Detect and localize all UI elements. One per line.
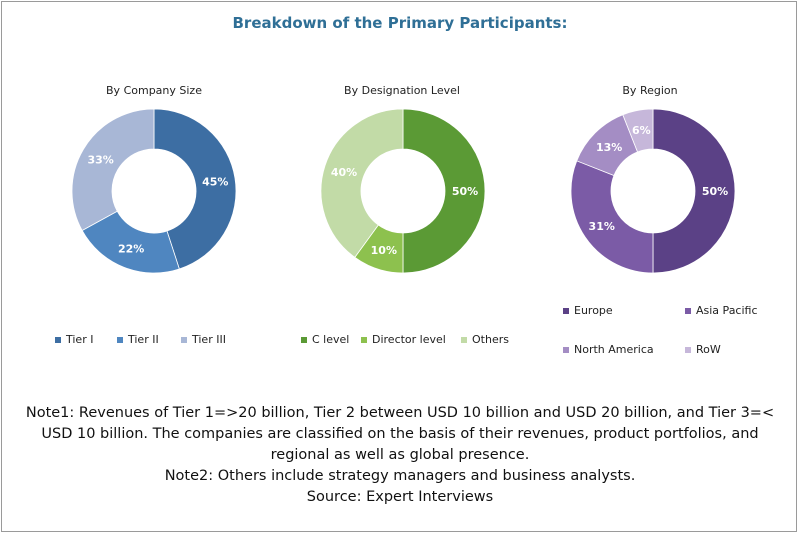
donut-chart-company-size: 45% 22% 33% [71,108,237,274]
legend-item-row: RoW [685,343,721,356]
chart-title-region: By Region [622,84,678,97]
data-label-tier-iii: 33% [87,153,113,166]
legend-item-director-level: Director level [361,333,446,346]
legend-swatch [685,346,691,353]
legend-item-north-america: North America [563,343,654,356]
slice-others [320,108,404,258]
legend-item-europe: Europe [563,304,613,317]
legend-item-others: Others [461,333,509,346]
data-label-c-level: 50% [452,185,478,198]
note-line: Note1: Revenues of Tier 1=>20 billion, T… [25,405,775,421]
legend-swatch [117,336,123,343]
legend-item-tier-i: Tier I [55,333,93,346]
slice-c-level [402,108,486,274]
data-label-north-america: 13% [596,141,622,154]
legend-swatch [181,336,187,343]
data-label-tier-i: 45% [202,175,228,188]
legend-swatch [55,336,61,343]
data-label-row: 6% [632,124,651,137]
donut-chart-region: 50% 31% 13% 6% [570,108,736,274]
data-label-asia-pacific: 31% [589,220,615,233]
legend-item-asia-pacific: Asia Pacific [685,304,758,317]
data-label-tier-ii: 22% [118,243,144,256]
legend-swatch [361,336,367,343]
chart-title-company-size: By Company Size [106,84,202,97]
legend-swatch [301,336,307,343]
slice-tier-i [153,108,237,270]
data-label-europe: 50% [702,185,728,198]
note-line: Note2: Others include strategy managers … [164,468,636,484]
source-line: Source: Expert Interviews [306,489,494,505]
legend-item-tier-ii: Tier II [117,333,159,346]
slice-tier-ii [81,210,180,274]
notes-block: Note1: Revenues of Tier 1=>20 billion, T… [20,403,780,508]
legend-swatch [461,336,467,343]
note-line: regional as well as global presence. [270,447,530,463]
legend-item-c-level: C level [301,333,349,346]
legend-swatch [563,346,569,353]
slice-europe [652,108,736,274]
slice-asia-pacific [570,160,654,274]
slice-row [622,108,654,153]
note-line: USD 10 billion. The companies are classi… [41,426,759,442]
figure-title: Breakdown of the Primary Participants: [232,14,568,32]
chart-title-designation-level: By Designation Level [344,84,460,97]
legend-item-tier-iii: Tier III [181,333,226,346]
legend-swatch [563,307,569,314]
data-label-others: 40% [331,166,357,179]
slice-tier-iii [71,108,155,232]
legend-swatch [685,307,691,314]
data-label-director-level: 10% [371,244,397,257]
donut-chart-designation-level: 50% 10% 40% [320,108,486,274]
